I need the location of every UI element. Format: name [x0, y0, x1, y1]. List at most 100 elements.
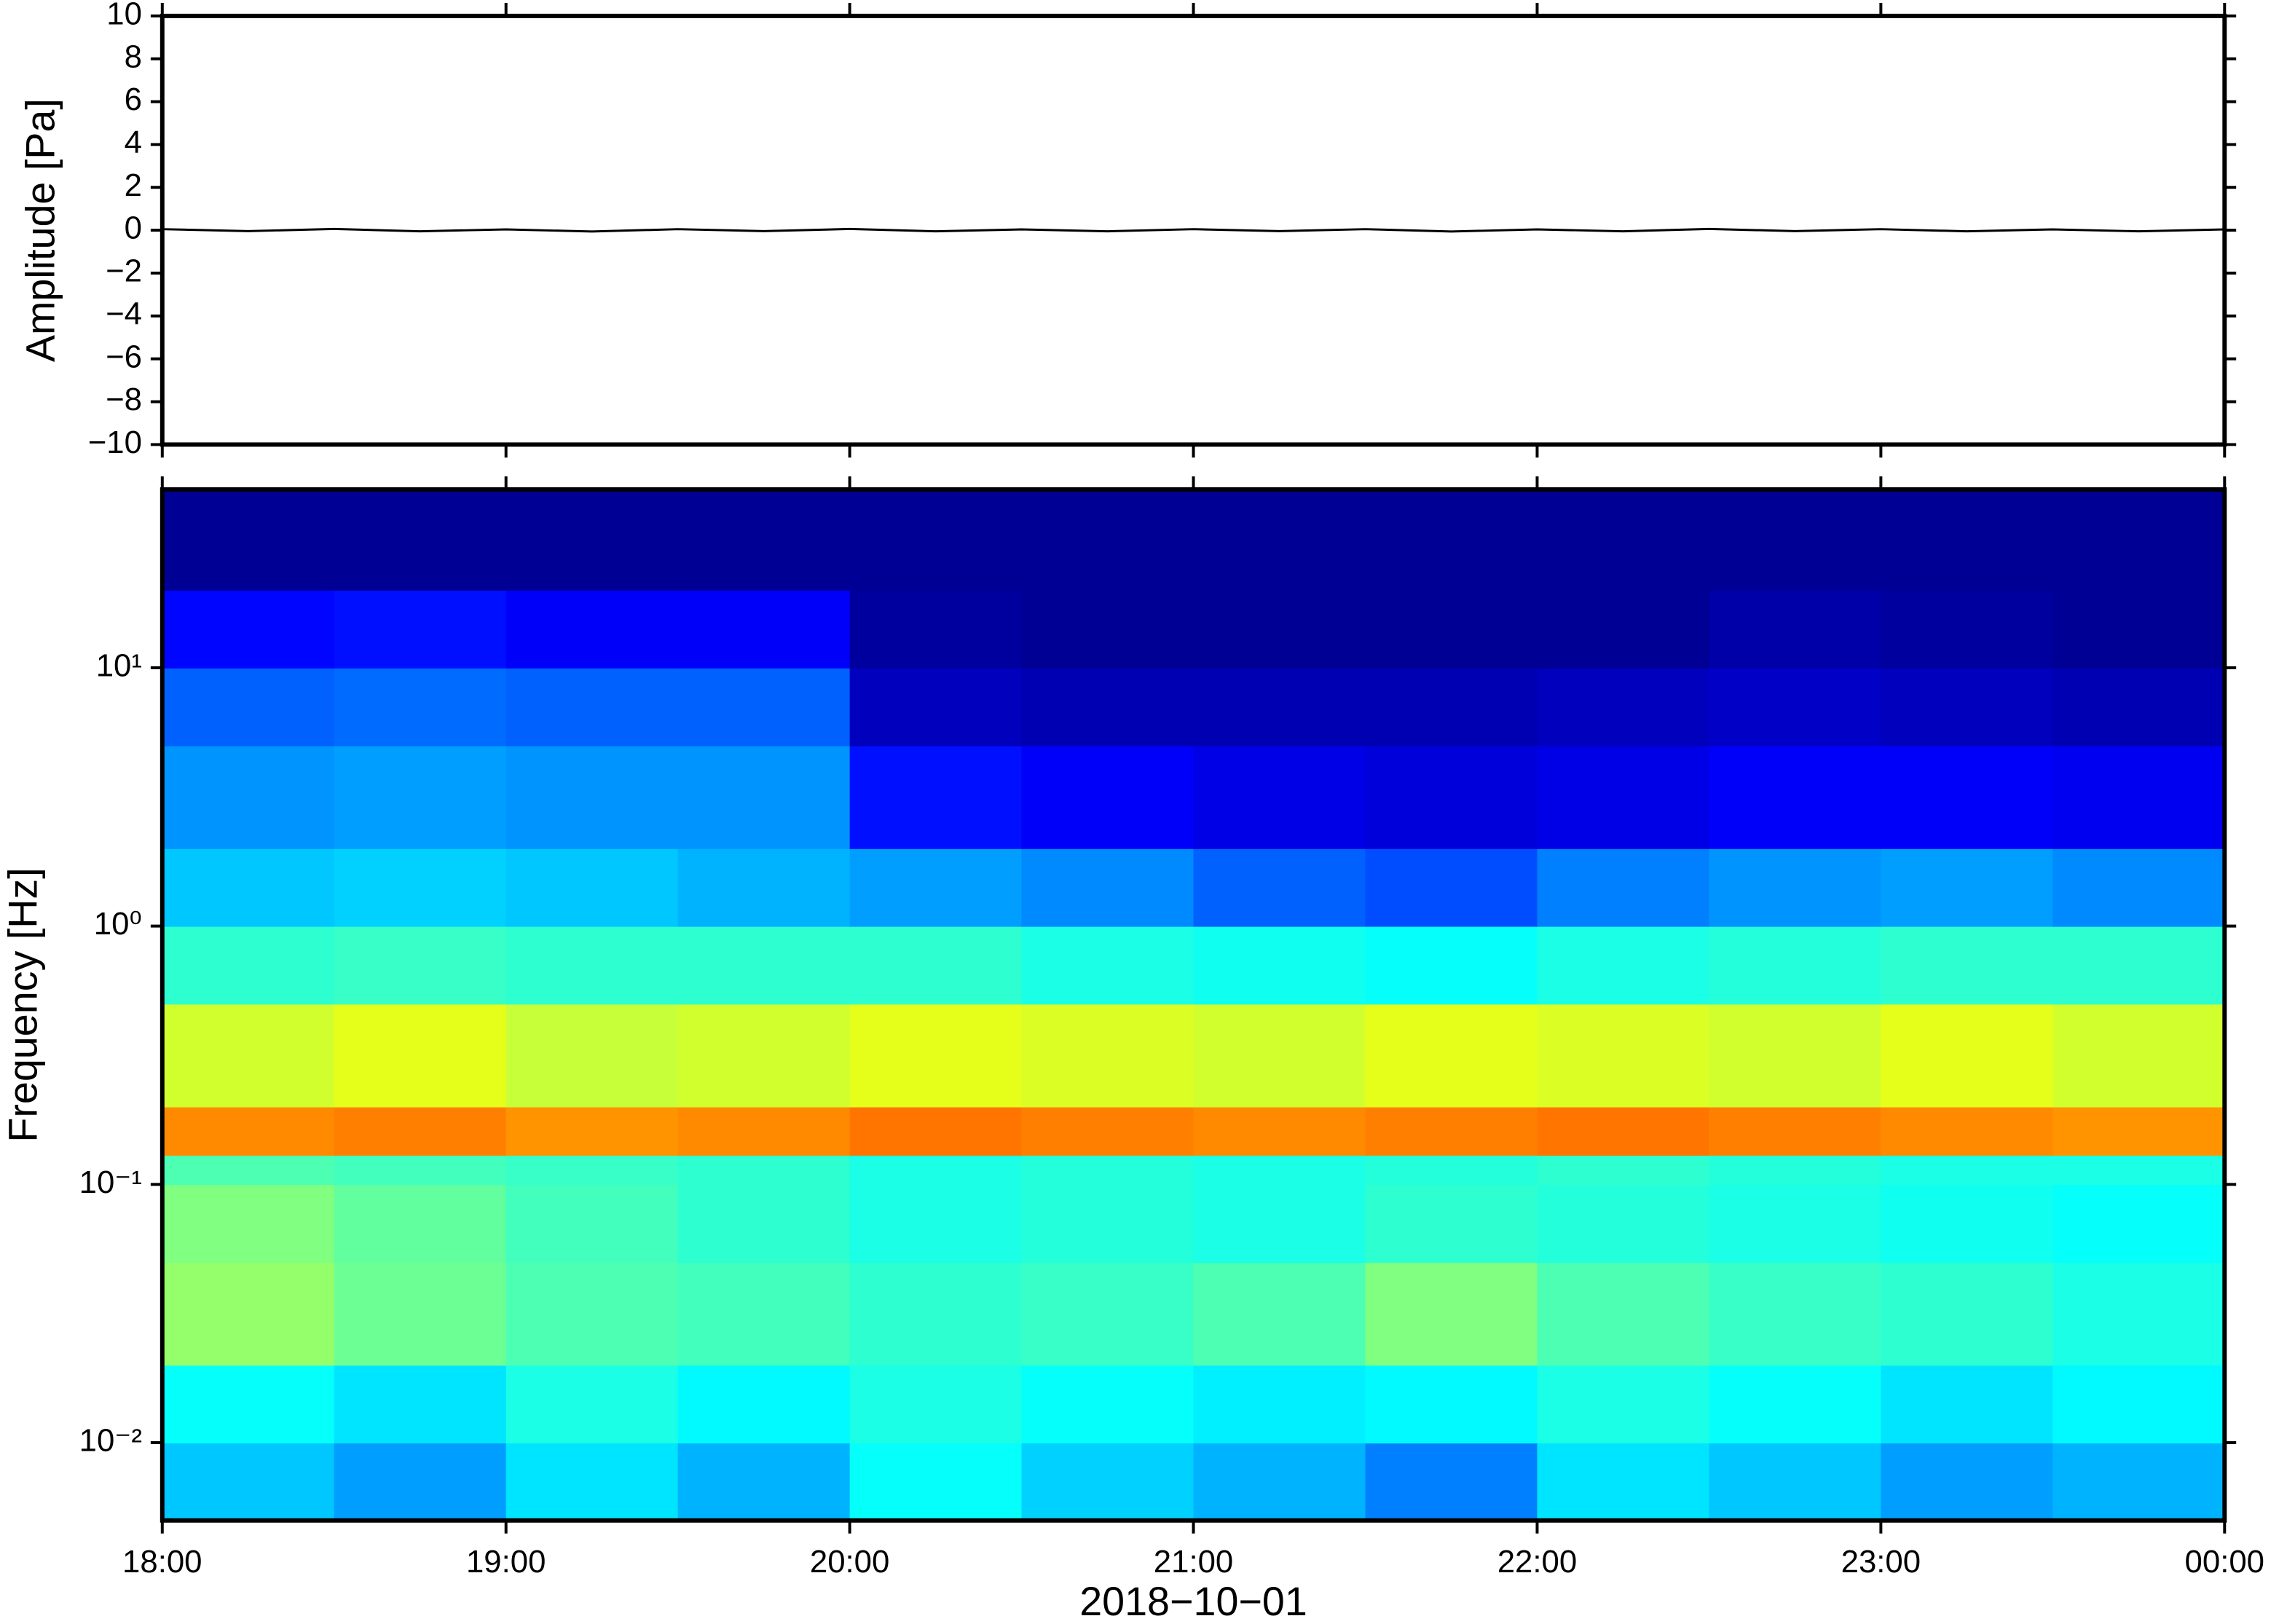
heatmap-cell: [677, 667, 851, 746]
heatmap-cell: [1881, 926, 2054, 1005]
heatmap-cell: [1709, 1262, 1882, 1366]
heatmap-cell: [505, 1154, 679, 1186]
heatmap-cell: [1537, 1365, 1710, 1444]
heatmap-cell: [1021, 667, 1194, 746]
heatmap-cell: [1537, 848, 1710, 927]
heatmap-cell: [1021, 1443, 1194, 1521]
y-tick-label: 8: [125, 39, 142, 74]
heatmap-cell: [1537, 1106, 1710, 1156]
heatmap-cell: [1021, 1184, 1194, 1264]
heatmap-cell: [677, 926, 851, 1005]
heatmap-cell: [162, 745, 335, 849]
heatmap-cell: [1193, 1106, 1366, 1156]
heatmap-cell: [1365, 926, 1538, 1005]
heatmap-cell: [1537, 1154, 1710, 1186]
heatmap-cell: [162, 1365, 335, 1444]
heatmap-cell: [505, 1365, 679, 1444]
heatmap-cell: [1193, 848, 1366, 927]
heatmap-cell: [1709, 1106, 1882, 1156]
heatmap-cell: [677, 745, 851, 849]
heatmap-cell: [334, 848, 507, 927]
heatmap-cell: [2052, 848, 2226, 927]
heatmap-cell: [1881, 745, 2054, 849]
heatmap-cell: [849, 1154, 1023, 1186]
heatmap-cell: [849, 848, 1023, 927]
heatmap-cell: [2052, 590, 2226, 669]
heatmap-cell: [1365, 489, 1538, 591]
heatmap-cell: [849, 926, 1023, 1005]
heatmap-cell: [677, 1365, 851, 1444]
heatmap-cell: [1365, 1004, 1538, 1108]
y-tick-label: 10⁰: [94, 906, 142, 942]
heatmap-cell: [849, 1262, 1023, 1366]
heatmap-cell: [1365, 590, 1538, 669]
heatmap-cell: [1021, 590, 1194, 669]
heatmap-cell: [334, 745, 507, 849]
heatmap-cell: [505, 667, 679, 746]
heatmap-cell: [1709, 1443, 1882, 1521]
heatmap-cell: [1365, 745, 1538, 849]
heatmap-cell: [334, 1154, 507, 1186]
y-tick-label: 10¹: [96, 647, 142, 683]
heatmap-cell: [1537, 745, 1710, 849]
heatmap-cell: [1193, 1262, 1366, 1366]
heatmap-cell: [1881, 848, 2054, 927]
heatmap-cell: [677, 1004, 851, 1108]
y-tick-label: 0: [125, 210, 142, 246]
heatmap-cell: [1881, 1365, 2054, 1444]
heatmap-cell: [1881, 1262, 2054, 1366]
y-axis-label: Frequency [Hz]: [1, 867, 46, 1142]
y-tick-label: −4: [106, 296, 142, 331]
heatmap-cell: [162, 848, 335, 927]
x-tick-label: 00:00: [2185, 1544, 2264, 1580]
heatmap-cell: [162, 1106, 335, 1156]
heatmap-cell: [849, 1443, 1023, 1521]
heatmap-cell: [677, 489, 851, 591]
y-tick-label: −8: [106, 382, 142, 417]
heatmap-cell: [1021, 1004, 1194, 1108]
heatmap-cell: [505, 926, 679, 1005]
heatmap-cell: [677, 1154, 851, 1186]
x-tick-label: 21:00: [1154, 1544, 1233, 1580]
heatmap-cell: [1365, 848, 1538, 927]
heatmap-cell: [849, 1184, 1023, 1264]
heatmap-cell: [1021, 745, 1194, 849]
heatmap-cell: [1709, 1154, 1882, 1186]
heatmap-cell: [334, 489, 507, 591]
heatmap-cell: [505, 1262, 679, 1366]
heatmap-cell: [505, 1443, 679, 1521]
heatmap-cell: [1365, 667, 1538, 746]
heatmap-cell: [2052, 745, 2226, 849]
heatmap-cell: [1365, 1106, 1538, 1156]
heatmap-cell: [1537, 1184, 1710, 1264]
heatmap-cell: [1365, 1262, 1538, 1366]
heatmap-cell: [334, 1262, 507, 1366]
x-tick-label: 20:00: [810, 1544, 889, 1580]
heatmap-cell: [1021, 1365, 1194, 1444]
heatmap-cell: [334, 590, 507, 669]
x-tick-label: 23:00: [1841, 1544, 1921, 1580]
y-tick-label: −10: [88, 425, 142, 460]
y-tick-label: 10⁻¹: [79, 1164, 142, 1200]
heatmap-cell: [1021, 1262, 1194, 1366]
heatmap-cell: [162, 1184, 335, 1264]
y-tick-label: 4: [125, 125, 142, 160]
heatmap-cell: [162, 1443, 335, 1521]
y-tick-label: 10⁻²: [79, 1423, 142, 1459]
heatmap-cell: [162, 926, 335, 1005]
heatmap-cell: [1365, 1184, 1538, 1264]
heatmap-cell: [849, 590, 1023, 669]
heatmap-cell: [162, 1004, 335, 1108]
heatmap-cell: [1709, 926, 1882, 1005]
heatmap-cell: [2052, 1184, 2226, 1264]
heatmap-cell: [1193, 667, 1366, 746]
heatmap-cell: [849, 667, 1023, 746]
heatmap-cell: [1881, 1154, 2054, 1186]
y-tick-label: −2: [106, 253, 142, 289]
heatmap-cell: [2052, 926, 2226, 1005]
heatmap-cell: [1193, 745, 1366, 849]
heatmap-cell: [505, 590, 679, 669]
heatmap-cell: [2052, 1365, 2226, 1444]
x-tick-label: 19:00: [466, 1544, 546, 1580]
